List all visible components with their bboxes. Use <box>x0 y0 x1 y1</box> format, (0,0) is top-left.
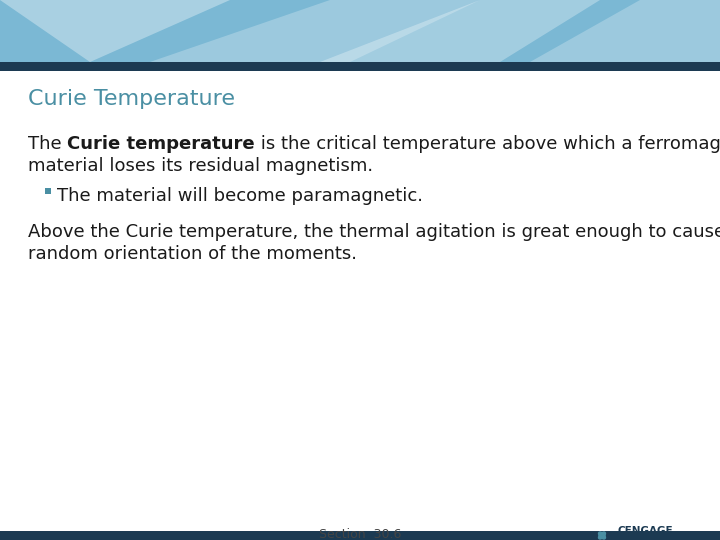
Polygon shape <box>320 0 600 62</box>
Text: Above the Curie temperature, the thermal agitation is great enough to cause a: Above the Curie temperature, the thermal… <box>28 223 720 241</box>
Text: Curie Temperature: Curie Temperature <box>28 89 235 109</box>
Bar <box>0 62 720 71</box>
Polygon shape <box>530 0 720 62</box>
Text: CENGAGE: CENGAGE <box>618 525 674 536</box>
Circle shape <box>600 536 603 538</box>
Bar <box>45 188 51 194</box>
Polygon shape <box>0 0 230 62</box>
Text: The: The <box>28 135 68 153</box>
Text: Section  30.6: Section 30.6 <box>319 528 401 540</box>
Bar <box>0 531 720 540</box>
Text: material loses its residual magnetism.: material loses its residual magnetism. <box>28 157 373 175</box>
Bar <box>0 71 720 531</box>
Text: Curie temperature: Curie temperature <box>68 135 255 153</box>
Text: random orientation of the moments.: random orientation of the moments. <box>28 245 357 263</box>
Circle shape <box>600 532 603 535</box>
Circle shape <box>603 532 606 535</box>
Circle shape <box>599 534 602 537</box>
Bar <box>0 0 720 62</box>
Text: Learning®: Learning® <box>618 536 674 540</box>
Circle shape <box>598 536 601 539</box>
Text: The material will become paramagnetic.: The material will become paramagnetic. <box>57 187 423 205</box>
Polygon shape <box>150 0 480 62</box>
Text: is the critical temperature above which a ferromagnetic: is the critical temperature above which … <box>255 135 720 153</box>
Circle shape <box>603 536 606 539</box>
Circle shape <box>598 532 601 535</box>
Circle shape <box>602 534 605 537</box>
